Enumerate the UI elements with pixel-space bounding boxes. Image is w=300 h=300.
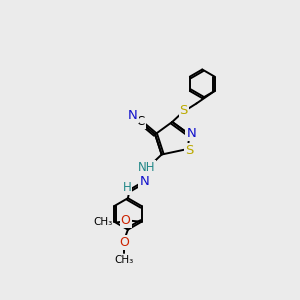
Text: CH₃: CH₃ bbox=[114, 256, 134, 266]
Text: NH: NH bbox=[137, 161, 155, 174]
Text: H: H bbox=[123, 181, 131, 194]
Text: S: S bbox=[185, 144, 194, 157]
Text: N: N bbox=[186, 127, 196, 140]
Text: O: O bbox=[120, 236, 130, 249]
Text: S: S bbox=[180, 104, 188, 117]
Text: C: C bbox=[136, 116, 145, 128]
Text: N: N bbox=[128, 109, 138, 122]
Text: O: O bbox=[121, 214, 130, 227]
Text: N: N bbox=[140, 175, 149, 188]
Text: CH₃: CH₃ bbox=[93, 218, 112, 227]
